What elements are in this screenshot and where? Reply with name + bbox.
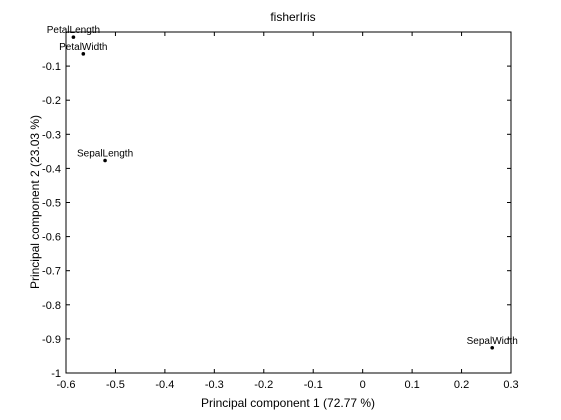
y-tick-label: -0.8 (42, 300, 61, 312)
y-tick-label: -0.2 (42, 95, 61, 107)
x-tick-label: -0.4 (155, 379, 174, 391)
x-axis-label: Principal component 1 (72.77 %) (201, 396, 375, 410)
x-tick-label: -0.2 (254, 379, 273, 391)
x-tick-label: 0.2 (454, 379, 469, 391)
scatter-series: PetalLength PetalWidth SepalLength SepalWid… (47, 25, 518, 350)
x-tick-label: -0.1 (304, 379, 323, 391)
data-point (490, 345, 495, 350)
y-tick-label: -0.9 (42, 334, 61, 346)
x-axis: -0.6 -0.5 -0.4 -0.3 -0.2 -0.1 0 0.1 0.2 0.3 (57, 32, 519, 391)
data-point (81, 52, 86, 56)
y-tick-label: -1 (51, 368, 61, 380)
data-point-label: PetalLength (47, 25, 100, 36)
plot-area (65, 31, 512, 374)
y-tick-label: -0.3 (42, 129, 61, 141)
y-axis: -1 -0.9 -0.8 -0.7 -0.6 -0.5 -0.4 -0.3 -0.2 -0.1 (42, 61, 511, 380)
x-tick-label: -0.3 (205, 379, 224, 391)
y-tick-label: -0.5 (42, 198, 61, 210)
data-point-label: PetalWidth (59, 42, 107, 53)
y-axis-label: Principal component 2 (23.03 %) (28, 115, 42, 289)
y-tick-label: -0.6 (42, 232, 61, 244)
y-tick-label: -0.4 (42, 163, 61, 175)
x-tick-label: -0.6 (57, 379, 76, 391)
data-point (71, 35, 76, 39)
y-tick-label: -0.1 (42, 61, 61, 73)
x-tick-label: -0.5 (106, 379, 125, 391)
data-point (103, 158, 107, 163)
chart-title: fisherIris (270, 10, 315, 24)
data-point-label: SepalWidth (467, 336, 518, 347)
data-point-label: SepalLength (77, 149, 133, 160)
x-tick-label: 0.3 (503, 379, 518, 391)
x-tick-label: 0 (360, 379, 366, 391)
y-tick-label: -0.7 (42, 266, 61, 278)
x-tick-label: 0.1 (404, 379, 419, 391)
